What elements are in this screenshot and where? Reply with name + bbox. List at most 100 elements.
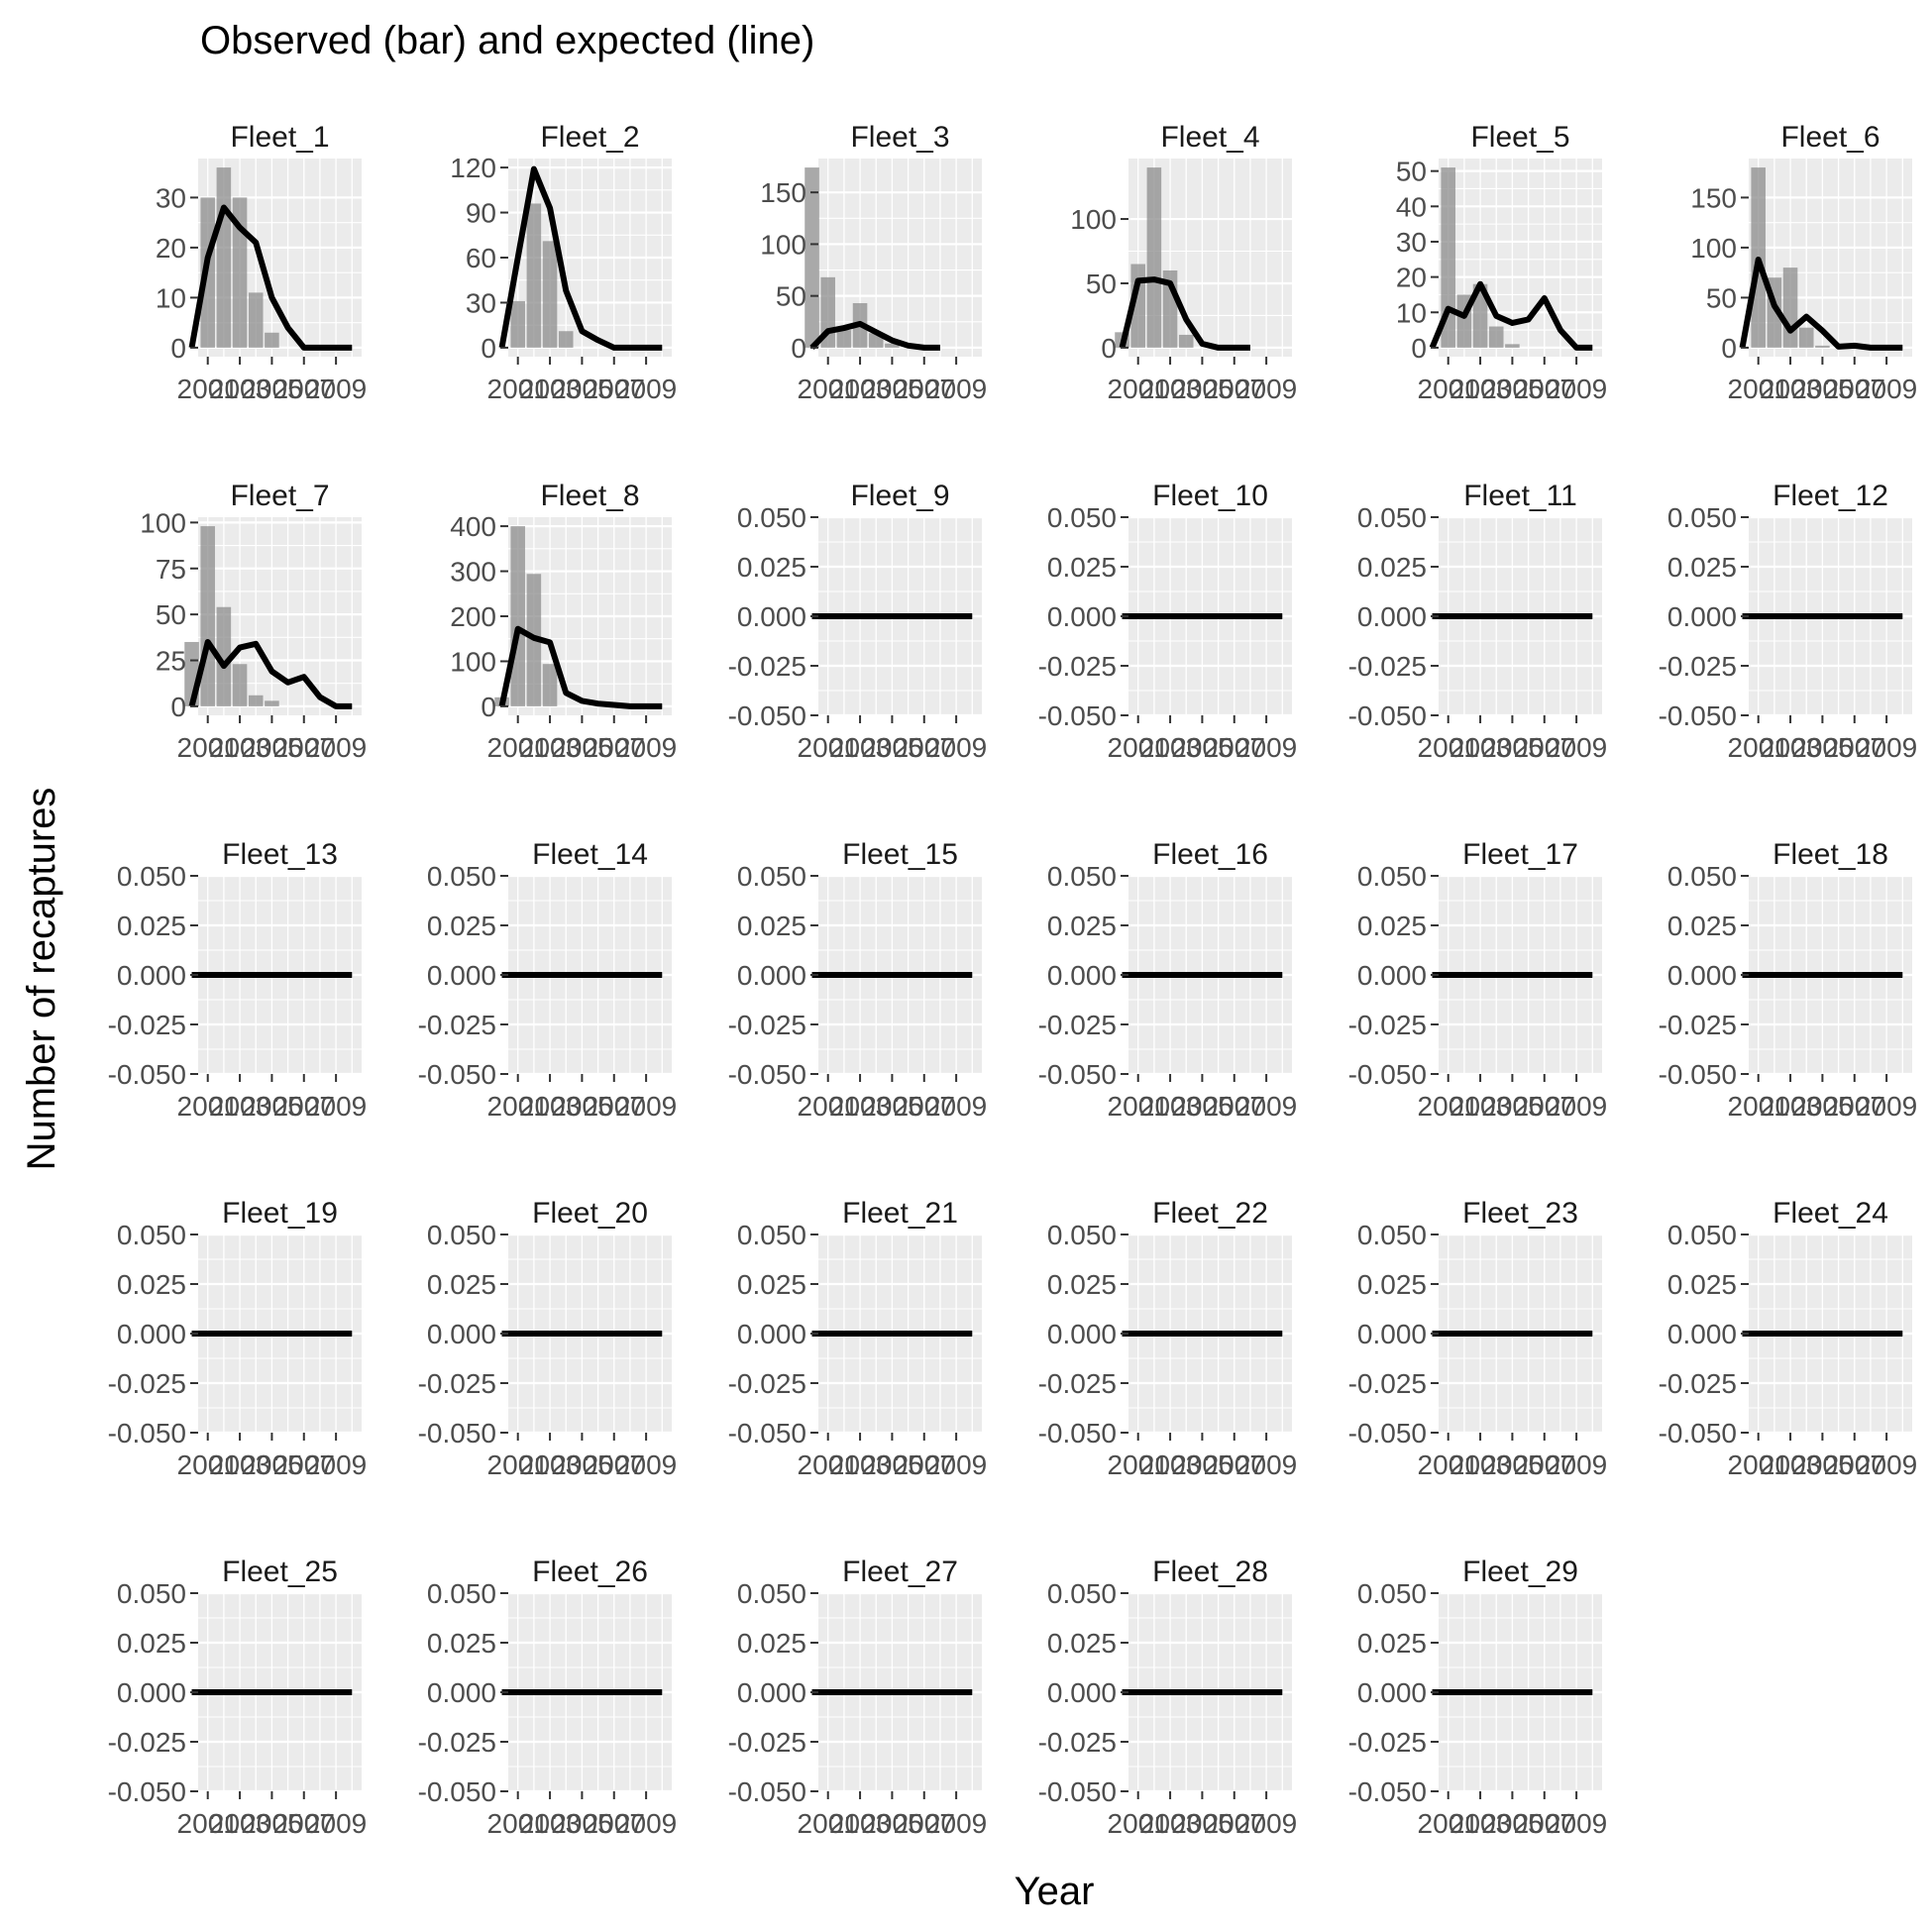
x-tick-label: 2007 bbox=[1204, 732, 1265, 763]
y-tick-label: 0.025 bbox=[1047, 911, 1117, 941]
line-expected bbox=[188, 204, 353, 351]
x-tick-label: 2009 bbox=[925, 1808, 987, 1839]
x-tick-label: 2001 bbox=[1728, 1449, 1789, 1480]
x-tick-label: 2001 bbox=[1418, 732, 1479, 763]
facet-strip-label: Fleet_16 bbox=[1152, 838, 1268, 871]
x-tick-label: 2009 bbox=[1235, 1808, 1297, 1839]
x-tick-label: 2005 bbox=[1481, 1808, 1543, 1839]
x-tick-label: 2009 bbox=[1546, 1091, 1607, 1122]
bar-observed bbox=[265, 332, 279, 348]
facet-strip-label: Fleet_29 bbox=[1462, 1556, 1578, 1588]
x-tick-label: 2009 bbox=[1235, 374, 1297, 404]
y-tick-label: 0.050 bbox=[1357, 1220, 1427, 1250]
y-tick-label: 0.025 bbox=[1667, 1269, 1737, 1300]
facet-strip-label: Fleet_12 bbox=[1772, 480, 1888, 512]
x-tick-label: 2009 bbox=[1546, 374, 1607, 404]
x-tick-label: 2001 bbox=[487, 374, 549, 404]
y-tick-label: 30 bbox=[156, 182, 186, 213]
x-tick-label: 2003 bbox=[829, 374, 891, 404]
x-tick-label: 2003 bbox=[1760, 732, 1821, 763]
x-tick-label: 2003 bbox=[1449, 1808, 1511, 1839]
y-tick-label: -0.025 bbox=[418, 1727, 496, 1758]
bar-observed bbox=[232, 197, 248, 348]
x-tick-label: 2001 bbox=[1108, 1808, 1169, 1839]
y-tick-label: 10 bbox=[1396, 297, 1427, 328]
x-tick-label: 2001 bbox=[1108, 732, 1169, 763]
bar-observed bbox=[558, 331, 574, 348]
x-tick-label: 2001 bbox=[798, 1091, 859, 1122]
y-tick-label: -0.050 bbox=[1038, 1059, 1117, 1090]
y-tick-label: 0 bbox=[481, 692, 496, 722]
x-tick-label: 2009 bbox=[1856, 1091, 1917, 1122]
y-tick-label: 0.000 bbox=[1667, 960, 1737, 991]
bar-observed bbox=[885, 343, 900, 348]
x-tick-label: 2007 bbox=[1204, 1091, 1265, 1122]
y-tick-label: 0.025 bbox=[737, 911, 806, 941]
y-tick-label: -0.025 bbox=[1038, 1727, 1117, 1758]
line-expected bbox=[188, 638, 353, 709]
facet-strip-label: Fleet_21 bbox=[842, 1197, 958, 1230]
x-tick-label: 2001 bbox=[487, 1808, 549, 1839]
x-tick-label: 2003 bbox=[209, 1449, 270, 1480]
x-tick-label: 2001 bbox=[177, 1091, 239, 1122]
x-tick-label: 2005 bbox=[1791, 1449, 1853, 1480]
x-tick-label: 2005 bbox=[241, 1808, 302, 1839]
y-tick-label: 0.000 bbox=[427, 1677, 496, 1708]
bar-observed bbox=[510, 300, 525, 348]
y-tick-label: -0.050 bbox=[108, 1059, 186, 1090]
facet-strip-label: Fleet_5 bbox=[1470, 121, 1569, 154]
x-tick-label: 2009 bbox=[615, 1449, 677, 1480]
y-tick-label: 0.000 bbox=[1047, 601, 1117, 632]
facet-strip-label: Fleet_20 bbox=[532, 1197, 648, 1230]
line-expected bbox=[498, 165, 663, 351]
x-tick-label: 2009 bbox=[615, 374, 677, 404]
y-tick-label: -0.025 bbox=[728, 1727, 806, 1758]
x-tick-label: 2001 bbox=[487, 732, 549, 763]
y-tick-label: -0.050 bbox=[418, 1418, 496, 1449]
x-tick-label: 2001 bbox=[798, 732, 859, 763]
y-tick-label: -0.050 bbox=[728, 1418, 806, 1449]
x-tick-label: 2005 bbox=[551, 374, 612, 404]
y-tick-label: 0.050 bbox=[427, 861, 496, 892]
y-tick-label: 0 bbox=[170, 692, 186, 722]
x-tick-label: 2007 bbox=[1204, 374, 1265, 404]
y-tick-label: -0.050 bbox=[1348, 700, 1427, 731]
y-tick-label: 90 bbox=[466, 198, 496, 229]
x-tick-label: 2007 bbox=[273, 1091, 335, 1122]
y-tick-label: 120 bbox=[450, 153, 496, 183]
facet-strip-label: Fleet_1 bbox=[230, 121, 329, 154]
facet-panel: Fleet_28-0.050-0.0250.0000.0250.05020012… bbox=[1038, 1556, 1298, 1839]
y-tick-label: 0 bbox=[1411, 333, 1427, 364]
x-tick-label: 2003 bbox=[1139, 1808, 1201, 1839]
x-tick-label: 2001 bbox=[1728, 732, 1789, 763]
x-tick-label: 2005 bbox=[861, 374, 922, 404]
x-tick-label: 2007 bbox=[1514, 732, 1575, 763]
line-expected bbox=[1739, 257, 1903, 351]
y-axis-title: Number of recaptures bbox=[20, 788, 63, 1171]
facet-panel: Fleet_16-0.050-0.0250.0000.0250.05020012… bbox=[1038, 838, 1298, 1122]
y-tick-label: 0.025 bbox=[1667, 552, 1737, 583]
y-tick-label: 60 bbox=[466, 243, 496, 273]
x-tick-label: 2003 bbox=[1760, 374, 1821, 404]
y-tick-label: 100 bbox=[450, 646, 496, 677]
y-tick-label: 50 bbox=[156, 599, 186, 630]
x-axis-title: Year bbox=[1015, 1870, 1095, 1913]
bar-observed bbox=[1178, 334, 1194, 348]
y-tick-label: 0.025 bbox=[737, 1269, 806, 1300]
y-tick-label: -0.050 bbox=[108, 1776, 186, 1807]
x-tick-label: 2001 bbox=[1728, 1091, 1789, 1122]
x-tick-label: 2009 bbox=[1546, 732, 1607, 763]
y-tick-label: 0.050 bbox=[427, 1578, 496, 1609]
facet-panel: Fleet_12-0.050-0.0250.0000.0250.05020012… bbox=[1659, 480, 1918, 763]
x-tick-label: 2001 bbox=[487, 1449, 549, 1480]
x-tick-label: 2009 bbox=[1546, 1808, 1607, 1839]
y-tick-label: 0.050 bbox=[117, 1578, 186, 1609]
x-tick-label: 2001 bbox=[1418, 1449, 1479, 1480]
y-tick-label: 0.050 bbox=[737, 1220, 806, 1250]
x-tick-label: 2005 bbox=[861, 1449, 922, 1480]
x-tick-label: 2007 bbox=[584, 1808, 645, 1839]
facet-panel: Fleet_11-0.050-0.0250.0000.0250.05020012… bbox=[1348, 480, 1608, 763]
y-tick-label: -0.025 bbox=[1038, 1010, 1117, 1040]
x-tick-label: 2009 bbox=[1856, 1449, 1917, 1480]
